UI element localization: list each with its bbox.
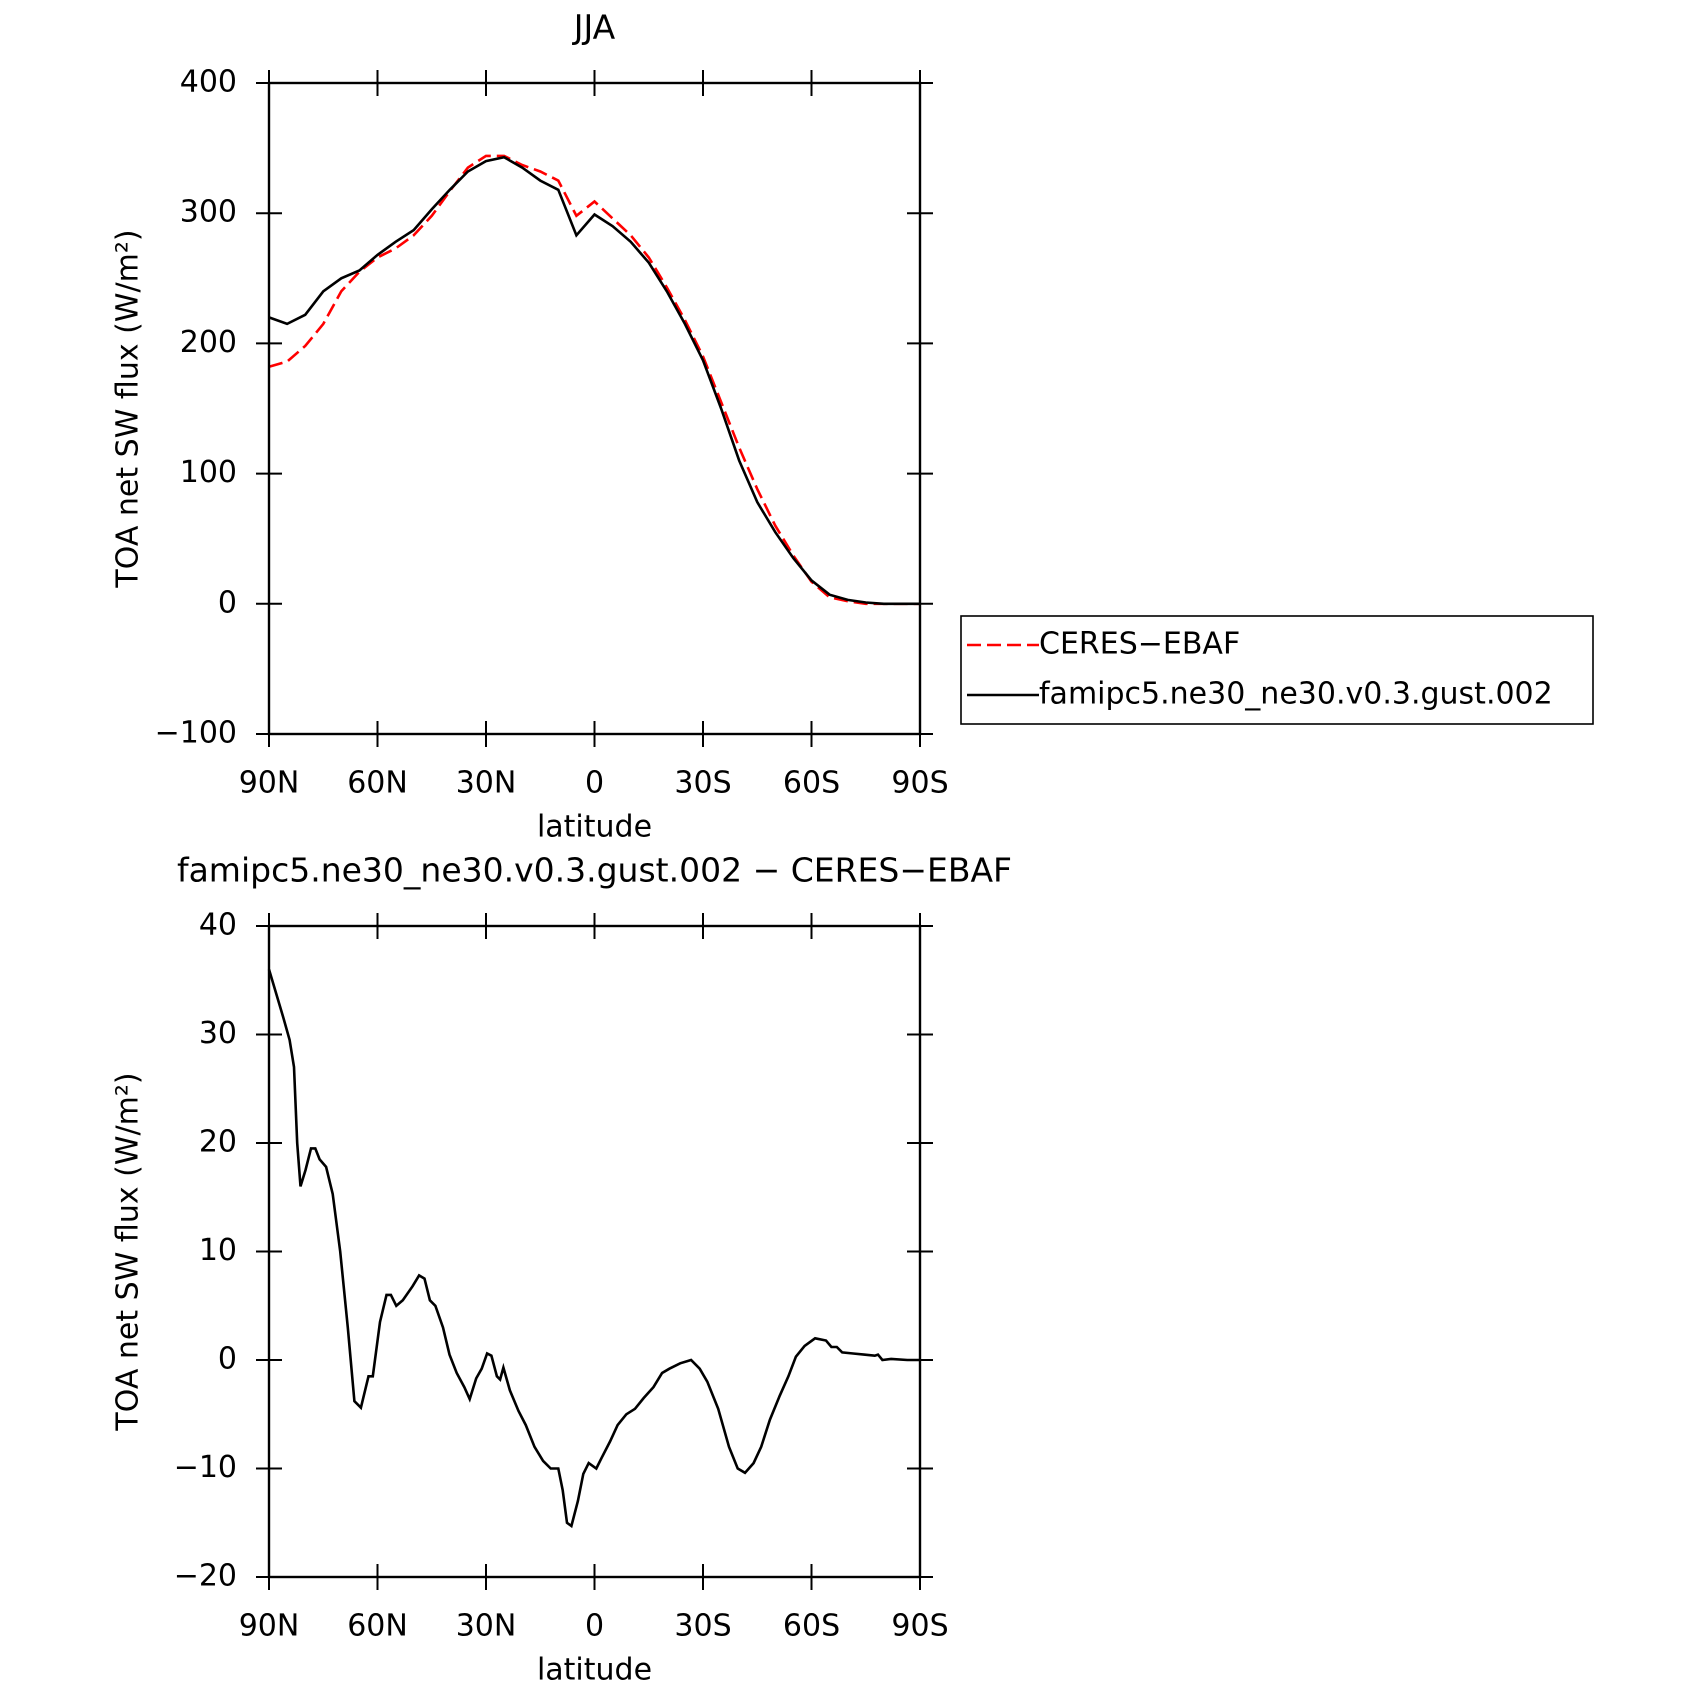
legend-label: CERES−EBAF xyxy=(1039,627,1240,662)
x-tick-label: 90S xyxy=(891,766,948,801)
y-axis-label: TOA net SW flux (W/m²) xyxy=(111,1072,146,1431)
chart-title: JJA xyxy=(572,8,616,47)
data-line xyxy=(268,155,920,606)
y-tick-label: 100 xyxy=(180,455,237,490)
x-tick-label: 90N xyxy=(239,1609,300,1644)
y-tick-label: −10 xyxy=(174,1450,237,1485)
y-tick-label: 10 xyxy=(199,1233,237,1268)
x-tick-label: 90N xyxy=(239,766,300,801)
legend-box xyxy=(960,615,1594,725)
x-tick-label: 90S xyxy=(891,1609,948,1644)
y-tick-label: 40 xyxy=(199,908,237,943)
y-tick-label: 0 xyxy=(218,585,237,620)
x-tick-label: 30S xyxy=(674,766,731,801)
x-tick-label: 60S xyxy=(783,1609,840,1644)
chart-title: famipc5.ne30_ne30.v0.3.gust.002 − CERES−… xyxy=(177,851,1012,890)
y-tick-label: 300 xyxy=(180,195,237,230)
data-line xyxy=(268,154,920,606)
x-tick-label: 30S xyxy=(674,1609,731,1644)
y-axis-label: TOA net SW flux (W/m²) xyxy=(111,229,146,588)
plot-frame xyxy=(267,924,922,1579)
x-tick-label: 60N xyxy=(347,766,408,801)
x-tick-label: 0 xyxy=(585,766,604,801)
legend-label: famipc5.ne30_ne30.v0.3.gust.002 xyxy=(1039,677,1553,712)
y-tick-label: 400 xyxy=(180,65,237,100)
y-tick-label: 0 xyxy=(218,1342,237,1377)
plot-frame xyxy=(267,81,922,736)
x-tick-label: 30N xyxy=(456,1609,517,1644)
x-axis-label: latitude xyxy=(537,810,652,845)
y-tick-label: −20 xyxy=(174,1559,237,1594)
x-axis-label: latitude xyxy=(537,1653,652,1685)
y-tick-label: 200 xyxy=(180,325,237,360)
y-tick-label: 30 xyxy=(199,1016,237,1051)
x-tick-label: 0 xyxy=(585,1609,604,1644)
y-tick-label: 20 xyxy=(199,1125,237,1160)
data-line xyxy=(267,969,920,1529)
x-tick-label: 60N xyxy=(347,1609,408,1644)
x-tick-label: 30N xyxy=(456,766,517,801)
y-tick-label: −100 xyxy=(155,716,237,751)
x-tick-label: 60S xyxy=(783,766,840,801)
